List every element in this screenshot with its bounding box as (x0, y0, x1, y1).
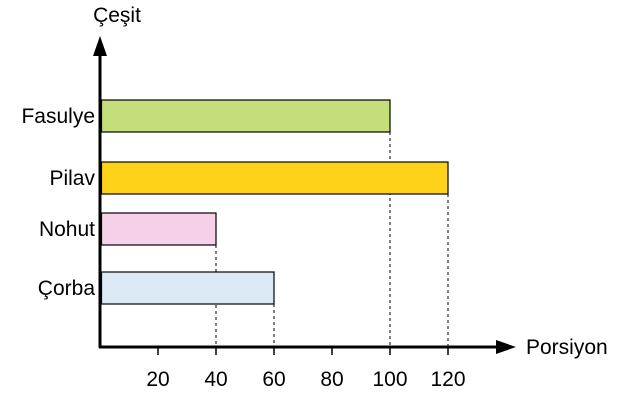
category-labels: Fasulye Pilav Nohut Çorba (21, 105, 95, 300)
category-label-nohut: Nohut (39, 218, 95, 241)
x-axis-title: Porsiyon (526, 336, 608, 359)
x-ticks: 20 40 60 80 100 120 (146, 347, 466, 391)
category-label-fasulye: Fasulye (21, 105, 95, 128)
bar-çorba (100, 271, 275, 305)
x-axis-arrow (496, 340, 516, 354)
y-axis-arrow (93, 36, 107, 56)
y-axis-title: Çeşit (93, 4, 141, 27)
bar-pilav (100, 161, 449, 195)
x-tick-label: 100 (372, 368, 407, 391)
axes (93, 36, 516, 354)
bar-fasulye (100, 99, 391, 133)
category-label-çorba: Çorba (38, 277, 96, 300)
bars (100, 99, 449, 305)
x-tick-label: 60 (262, 368, 285, 391)
x-tick-label: 40 (204, 368, 227, 391)
x-tick-label: 120 (430, 368, 465, 391)
x-tick-label: 80 (320, 368, 343, 391)
category-label-pilav: Pilav (49, 167, 95, 190)
bar-nohut (100, 212, 217, 246)
x-tick-label: 20 (146, 368, 169, 391)
